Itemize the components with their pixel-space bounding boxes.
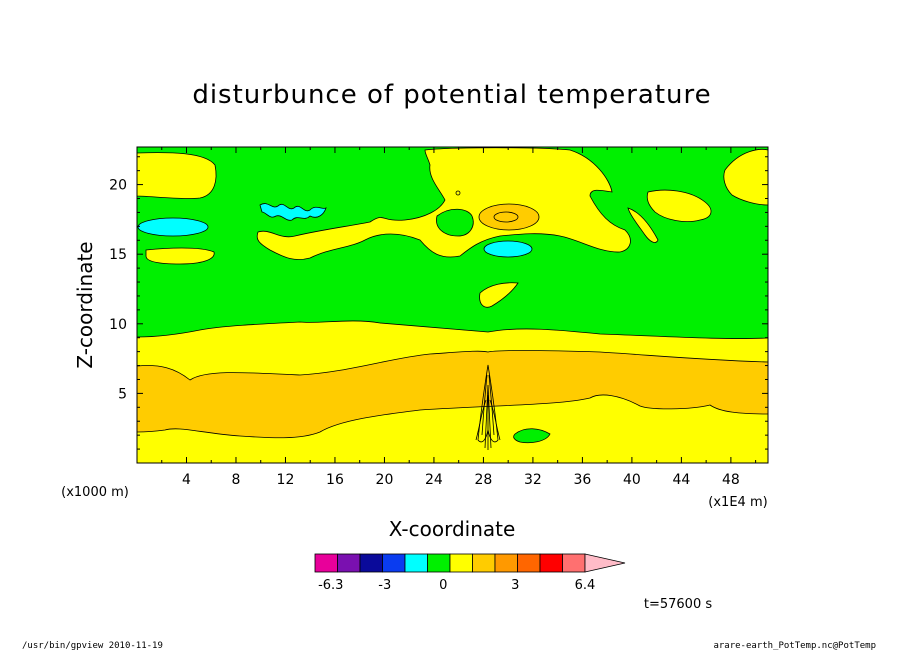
yellow-blob-center: [256, 147, 631, 260]
cyan-features: [137, 203, 533, 258]
colorbar-cell: [472, 553, 496, 573]
x-tick-label: 40: [623, 472, 641, 488]
y-tick-label: 5: [118, 386, 127, 402]
y-axis: 5 10 15 20: [109, 156, 768, 450]
x-tick-label: 16: [326, 472, 344, 488]
y-tick-label: 20: [109, 178, 127, 194]
green-patches: [436, 208, 551, 444]
yellow-blob-left-small: [145, 247, 215, 265]
yellow-blob-right: [646, 189, 712, 222]
colorbar: -6.3 -3 0 3 6.4: [314, 553, 626, 593]
x-unit-left: (x1000 m): [61, 485, 129, 500]
colorbar-cell: [449, 553, 473, 573]
x-tick-label: 28: [475, 472, 493, 488]
y-axis-label: Z-coordinate: [73, 241, 97, 368]
colorbar-label: -6.3: [318, 578, 343, 593]
colorbar-cell: [562, 553, 586, 573]
colorbar-cell: [539, 553, 563, 573]
colorbar-cell: [494, 553, 518, 573]
orange-band: [136, 350, 769, 439]
colorbar-cell: [337, 553, 361, 573]
x-tick-label: 44: [672, 472, 690, 488]
plot-frame: [136, 146, 769, 464]
time-annotation: t=57600 s: [644, 597, 712, 612]
colorbar-arrow: [584, 553, 626, 573]
cyan-blob-center: [483, 240, 533, 258]
y-tick-label: 15: [109, 247, 127, 263]
y-tick-label: 10: [109, 317, 127, 333]
yellow-blob-lower: [479, 282, 519, 308]
x-tick-label: 4: [182, 472, 191, 488]
footer-right: arare-earth_PotTemp.nc@PotTemp: [713, 641, 876, 651]
colorbar-cell: [427, 553, 451, 573]
yellow-blob-topright: [723, 149, 769, 206]
orange-blob: [478, 203, 540, 231]
colorbar-label: 0: [439, 578, 447, 593]
colorbar-cell: [314, 553, 338, 573]
cyan-wave: [259, 203, 327, 221]
yellow-sliver-right: [627, 207, 659, 243]
green-patch-center: [436, 208, 474, 237]
colorbar-cell: [404, 553, 428, 573]
colorbar-cell: [517, 553, 541, 573]
x-axis-label: X-coordinate: [389, 517, 516, 541]
colorbar-cell: [359, 553, 383, 573]
orange-blob-inner: [493, 211, 519, 223]
x-tick-label: 8: [232, 472, 241, 488]
footer-left: /usr/bin/gpview 2010-11-19: [22, 641, 163, 651]
x-tick-label: 24: [425, 472, 443, 488]
x-axis: 4 8 12 16 20 24 28 32 36 40 44 48: [161, 147, 757, 488]
upper-yellow-features: [136, 147, 769, 308]
yellow-blob-topleft: [136, 152, 217, 199]
x-tick-label: 48: [722, 472, 740, 488]
colorbar-label: 6.4: [575, 578, 596, 593]
green-patch-bottom: [513, 428, 551, 444]
contour-spike: [475, 364, 501, 450]
colorbar-label: 3: [511, 578, 519, 593]
x-tick-label: 36: [573, 472, 591, 488]
colorbar-cell: [382, 553, 406, 573]
x-tick-label: 12: [277, 472, 295, 488]
colorbar-label: -3: [378, 578, 391, 593]
cyan-blob-left: [137, 217, 209, 237]
x-unit-right: (x1E4 m): [708, 495, 767, 510]
tiny-contour: [455, 190, 461, 196]
x-tick-label: 20: [376, 472, 394, 488]
chart-title: disturbunce of potential temperature: [192, 80, 711, 110]
x-tick-label: 32: [524, 472, 542, 488]
